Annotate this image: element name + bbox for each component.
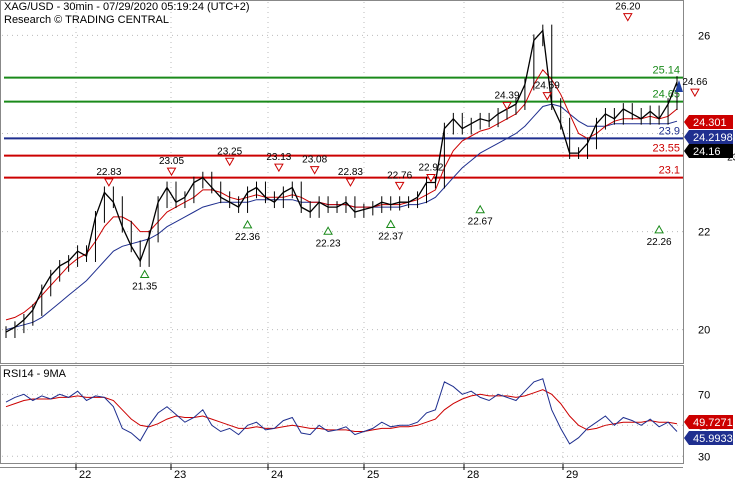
resistance-value-label: 22.76	[387, 170, 412, 181]
support-marker	[385, 219, 396, 228]
rsi-ma-line	[5, 389, 678, 432]
rsi-tick-label: 70	[698, 389, 710, 401]
rsi-line	[5, 378, 678, 445]
resistance-value-label: 23.25	[217, 146, 242, 157]
resistance-marker	[309, 166, 320, 175]
price-badges: 24.301 24.2198 24.16 49.7271 45.9933	[684, 115, 733, 445]
time-tick-label: 24	[271, 469, 283, 480]
resistance-value-label: 23.08	[302, 155, 327, 166]
support-value-label: 22.67	[468, 217, 493, 228]
support-marker	[242, 219, 253, 229]
price-tick-label: 22	[698, 227, 710, 239]
resistance-marker	[166, 167, 177, 177]
price-panel-frame	[0, 0, 684, 364]
forecast-arrow	[675, 80, 683, 93]
price-series	[5, 24, 683, 339]
resistance-value-label: 24.59	[535, 81, 560, 92]
resistance-value-label: 22.83	[338, 167, 363, 178]
resistance-marker	[502, 101, 512, 111]
resistance-value-label: 26.20	[615, 2, 640, 13]
chart-subtitle: Research © TRADING CENTRAL	[4, 14, 169, 26]
support-marker	[323, 226, 333, 235]
support-value-label: 22.36	[235, 232, 260, 243]
level-label-23.1: 23.1	[659, 165, 680, 177]
time-tick-label: 25	[367, 469, 379, 480]
badge-ma-fast-bg	[684, 115, 733, 129]
badge-ma-slow-bg	[684, 130, 733, 144]
badge-rsi-ma-bg	[684, 415, 733, 429]
badge-rsi-bg	[684, 431, 733, 445]
resistance-marker	[394, 181, 405, 191]
time-tick-label: 29	[566, 469, 578, 480]
resistance-marker	[224, 157, 235, 167]
badge-last-price: 24.16	[693, 146, 721, 158]
level-label-25.14: 25.14	[652, 65, 680, 77]
rsi-tick-label: 30	[698, 451, 710, 463]
resistance-marker	[622, 13, 633, 22]
badge-rsi: 45.9933	[693, 433, 733, 445]
price-tick-label: 26	[698, 30, 710, 42]
time-tick-label: 22	[79, 469, 91, 480]
support-marker	[654, 224, 664, 234]
resistance-marker	[690, 88, 700, 98]
resistance-marker	[104, 178, 114, 187]
support-value-label: 22.23	[316, 238, 341, 249]
support-value-label: 22.37	[378, 231, 403, 242]
resistance-value-label: 24.39	[494, 90, 519, 101]
price-line	[5, 29, 678, 333]
resistance-marker	[542, 92, 553, 101]
rsi-panel	[5, 378, 678, 445]
rsi-title: RSI14 - 9MA	[3, 368, 66, 380]
grid-lines	[2, 2, 683, 464]
chart-title: XAG/USD - 30min - 07/29/2020 05:19:24 (U…	[4, 1, 250, 13]
badge-rsi-ma: 49.7271	[693, 417, 733, 429]
support-marker	[139, 269, 150, 278]
chart-frames	[0, 0, 684, 468]
badge-ma-fast: 24.301	[693, 117, 727, 129]
price-tick-label: 20	[698, 325, 710, 337]
resistance-value-label: 23.13	[266, 152, 291, 163]
resistance-marker	[345, 178, 356, 187]
time-tick-label: 28	[467, 469, 479, 480]
resistance-value-label: 22.92	[418, 162, 443, 173]
support-marker	[475, 204, 486, 214]
support-value-label: 21.35	[132, 281, 157, 292]
resistance-value-label: 23.05	[159, 156, 184, 167]
support-value-label: 22.26	[647, 237, 672, 248]
resistance-value-label: 24.66	[682, 77, 707, 88]
resistance-marker	[274, 163, 284, 173]
badge-last-price-bg	[684, 144, 733, 158]
badge-ma-slow: 24.2198	[693, 132, 733, 144]
rsi-panel-frame	[0, 365, 684, 464]
annotation-markers: 22.83 23.05 23.25 23.13 23.08 22.83 22.76 22.92…	[96, 2, 735, 293]
level-label-23.9: 23.9	[659, 125, 680, 137]
resistance-value-label: 22.83	[96, 167, 121, 178]
level-label-23.55: 23.55	[652, 143, 680, 155]
time-tick-label: 23	[174, 469, 186, 480]
resistance-marker	[426, 173, 436, 183]
